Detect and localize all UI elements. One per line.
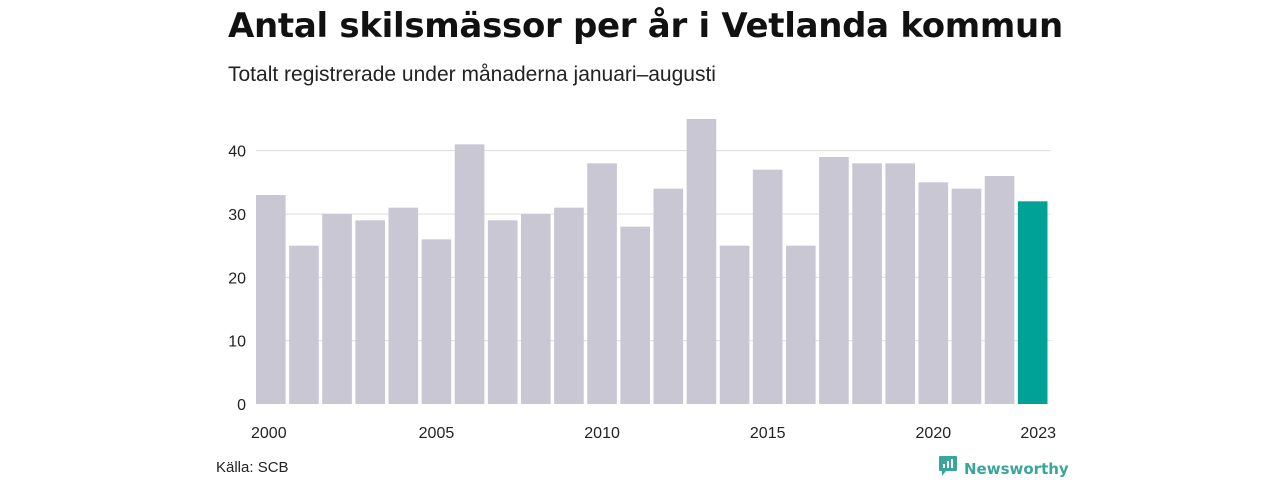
- y-tick-label: 0: [237, 397, 246, 414]
- bar-2006: [454, 144, 485, 405]
- bar-2015: [752, 169, 783, 404]
- bars: [256, 119, 1048, 405]
- bar-2012: [653, 188, 684, 404]
- bar-2018: [852, 163, 882, 404]
- bar-2017: [819, 157, 849, 404]
- x-tick-label: 2010: [584, 425, 620, 442]
- bar-2003: [355, 220, 385, 404]
- y-tick-label: 30: [228, 207, 246, 224]
- x-tick-label: 2000: [251, 425, 287, 442]
- y-tick-label: 40: [228, 144, 246, 161]
- source-note: Källa: SCB: [216, 459, 289, 476]
- bar-2008: [521, 214, 551, 404]
- y-tick-label: 10: [228, 334, 246, 351]
- brand-name: Newsworthy: [964, 459, 1069, 478]
- brand-logo[interactable]: Newsworthy: [938, 455, 1069, 482]
- bar-2004: [388, 207, 419, 404]
- chart-subtitle: Totalt registrerade under månaderna janu…: [228, 63, 716, 86]
- bar-2016: [786, 245, 816, 404]
- bar-2011: [620, 226, 650, 404]
- bar-2000: [256, 195, 286, 404]
- bar-2023: [1017, 201, 1048, 404]
- newsworthy-logo-icon: [938, 455, 958, 482]
- bar-2020: [918, 182, 949, 404]
- x-tick-label: 2015: [750, 425, 786, 442]
- y-axis-ticks: 0 10 20 30 40: [228, 144, 246, 414]
- bar-2001: [289, 245, 319, 404]
- x-tick-label: 2020: [916, 425, 952, 442]
- bar-2002: [322, 214, 352, 404]
- x-tick-label: 2005: [419, 425, 455, 442]
- bar-2014: [719, 245, 750, 404]
- x-axis-ticks: 2000 2005 2010 2015 2020 2023: [251, 425, 1056, 442]
- bar-2009: [554, 207, 584, 404]
- bar-2013: [686, 119, 717, 404]
- y-tick-label: 20: [228, 270, 246, 287]
- chart-title: Antal skilsmässor per år i Vetlanda komm…: [228, 6, 1063, 46]
- bar-2022: [984, 176, 1015, 404]
- bar-2005: [421, 239, 452, 404]
- bar-2007: [487, 220, 518, 404]
- bar-2021: [951, 188, 982, 404]
- bar-2019: [885, 163, 915, 404]
- x-tick-label: 2023: [1020, 425, 1056, 442]
- bar-2010: [587, 163, 617, 404]
